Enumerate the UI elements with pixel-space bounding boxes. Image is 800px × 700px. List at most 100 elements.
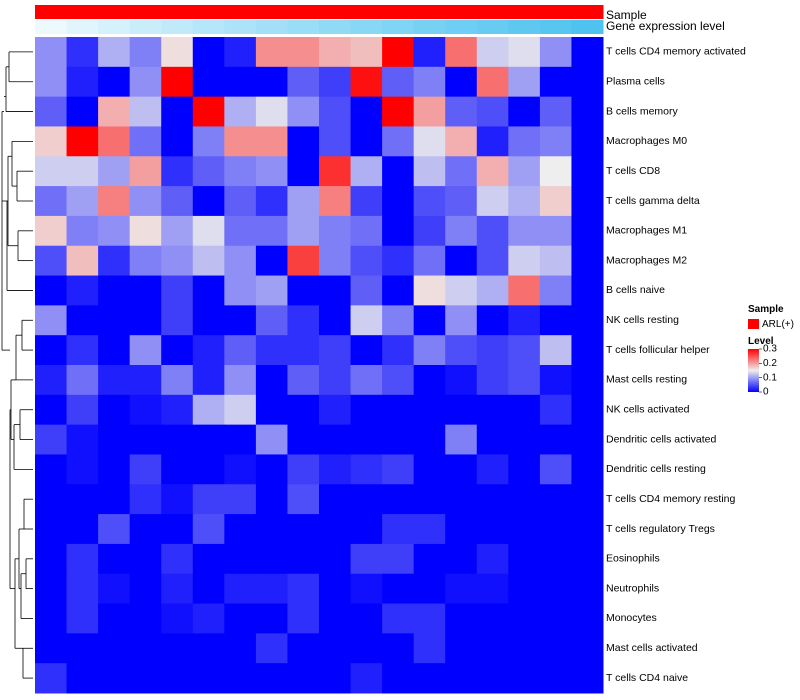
heatmap-cell	[66, 156, 99, 187]
heatmap-cell	[445, 156, 478, 187]
heatmap-cell	[66, 633, 99, 664]
sample-track-cell	[413, 5, 446, 19]
heatmap-cell	[35, 245, 68, 277]
heatmap-cell	[508, 514, 541, 545]
heatmap-cell	[476, 573, 509, 605]
heatmap-cell	[66, 663, 99, 694]
heatmap-cell	[413, 394, 446, 426]
heatmap-cell	[35, 454, 68, 485]
heatmap-cell	[571, 126, 604, 157]
heatmap-cell	[161, 424, 194, 455]
gene-expression-track-cell	[571, 20, 604, 34]
heatmap-cell	[539, 424, 572, 455]
legend-sample-title: Sample	[748, 304, 784, 315]
heatmap-cell	[319, 156, 352, 187]
heatmap-cell	[192, 126, 225, 157]
heatmap-cell	[66, 245, 99, 277]
heatmap-cell	[66, 514, 99, 545]
heatmap-cell	[350, 573, 383, 605]
heatmap-cell	[445, 365, 478, 396]
row-label: NK cells resting	[606, 314, 679, 326]
heatmap-cell	[382, 514, 415, 545]
heatmap-cell	[476, 275, 509, 306]
gene-expression-track-cell	[350, 20, 383, 34]
heatmap-cell	[571, 275, 604, 306]
heatmap-cell	[445, 394, 478, 426]
heatmap-cell	[319, 126, 352, 157]
heatmap-cell	[129, 454, 162, 485]
heatmap-cell	[192, 633, 225, 664]
heatmap-cell	[350, 245, 383, 277]
row-label: Dendritic cells resting	[606, 463, 706, 475]
row-label: Plasma cells	[606, 76, 665, 88]
heatmap-cell	[476, 37, 509, 68]
heatmap-cell	[476, 484, 509, 515]
heatmap-cell	[255, 365, 288, 396]
heatmap-cell	[539, 156, 572, 187]
heatmap-cell	[287, 424, 320, 455]
heatmap-cell	[35, 543, 68, 575]
heatmap-cell	[539, 126, 572, 157]
row-label: Macrophages M0	[606, 135, 687, 147]
legend-tick-label: 0	[763, 387, 769, 398]
heatmap-cell	[413, 424, 446, 455]
heatmap-cell	[319, 454, 352, 485]
heatmap-cell	[539, 37, 572, 68]
heatmap-cell	[445, 335, 478, 366]
sample-track-cell	[476, 5, 509, 19]
heatmap-cell	[287, 245, 320, 277]
heatmap-cell	[35, 573, 68, 605]
gene-expression-track-cell	[192, 20, 225, 34]
sample-track-cell	[224, 5, 257, 19]
heatmap-cell	[571, 394, 604, 426]
heatmap-cell	[287, 126, 320, 157]
heatmap-cell	[382, 215, 415, 247]
heatmap-cell	[224, 543, 257, 575]
heatmap-cell	[508, 633, 541, 664]
heatmap-cell	[413, 335, 446, 366]
heatmap-cell	[382, 454, 415, 485]
heatmap-cell	[287, 275, 320, 306]
heatmap-cell	[571, 335, 604, 366]
heatmap-cell	[287, 394, 320, 426]
heatmap-cell	[129, 275, 162, 306]
heatmap-cell	[287, 37, 320, 68]
heatmap-cell	[571, 305, 604, 336]
sample-track-cell	[445, 5, 478, 19]
row-label: B cells naive	[606, 284, 665, 296]
gene-expression-annotation-track	[35, 20, 604, 34]
gene-expression-track-cell	[161, 20, 194, 34]
heatmap-cell	[35, 186, 68, 217]
gene-expression-track-cell	[224, 20, 257, 34]
heatmap-cell	[350, 215, 383, 247]
heatmap-cell	[192, 365, 225, 396]
heatmap-cell	[35, 663, 68, 694]
gene-expression-track-cell	[508, 20, 541, 34]
heatmap-cell	[413, 603, 446, 634]
heatmap-cell	[319, 305, 352, 336]
heatmap-cell	[476, 633, 509, 664]
heatmap-cell	[161, 305, 194, 336]
heatmap-cell	[382, 633, 415, 664]
heatmap-cell	[382, 66, 415, 98]
heatmap-cell	[539, 394, 572, 426]
heatmap-cell	[350, 66, 383, 98]
heatmap-cell	[35, 96, 68, 127]
heatmap-cell	[255, 514, 288, 545]
heatmap-cell	[192, 663, 225, 694]
row-label: Macrophages M2	[606, 254, 687, 266]
heatmap-cell	[350, 394, 383, 426]
row-label: Mast cells resting	[606, 374, 687, 386]
heatmap-cell	[571, 96, 604, 127]
heatmap-cell	[476, 543, 509, 575]
sample-track-cell	[192, 5, 225, 19]
heatmap-cell	[35, 394, 68, 426]
heatmap-cell	[287, 573, 320, 605]
heatmap-cell	[35, 514, 68, 545]
heatmap-cell	[445, 126, 478, 157]
heatmap-cell	[413, 573, 446, 605]
heatmap-cell	[129, 543, 162, 575]
heatmap-cell	[66, 305, 99, 336]
heatmap-cell	[192, 573, 225, 605]
heatmap-cell	[287, 335, 320, 366]
